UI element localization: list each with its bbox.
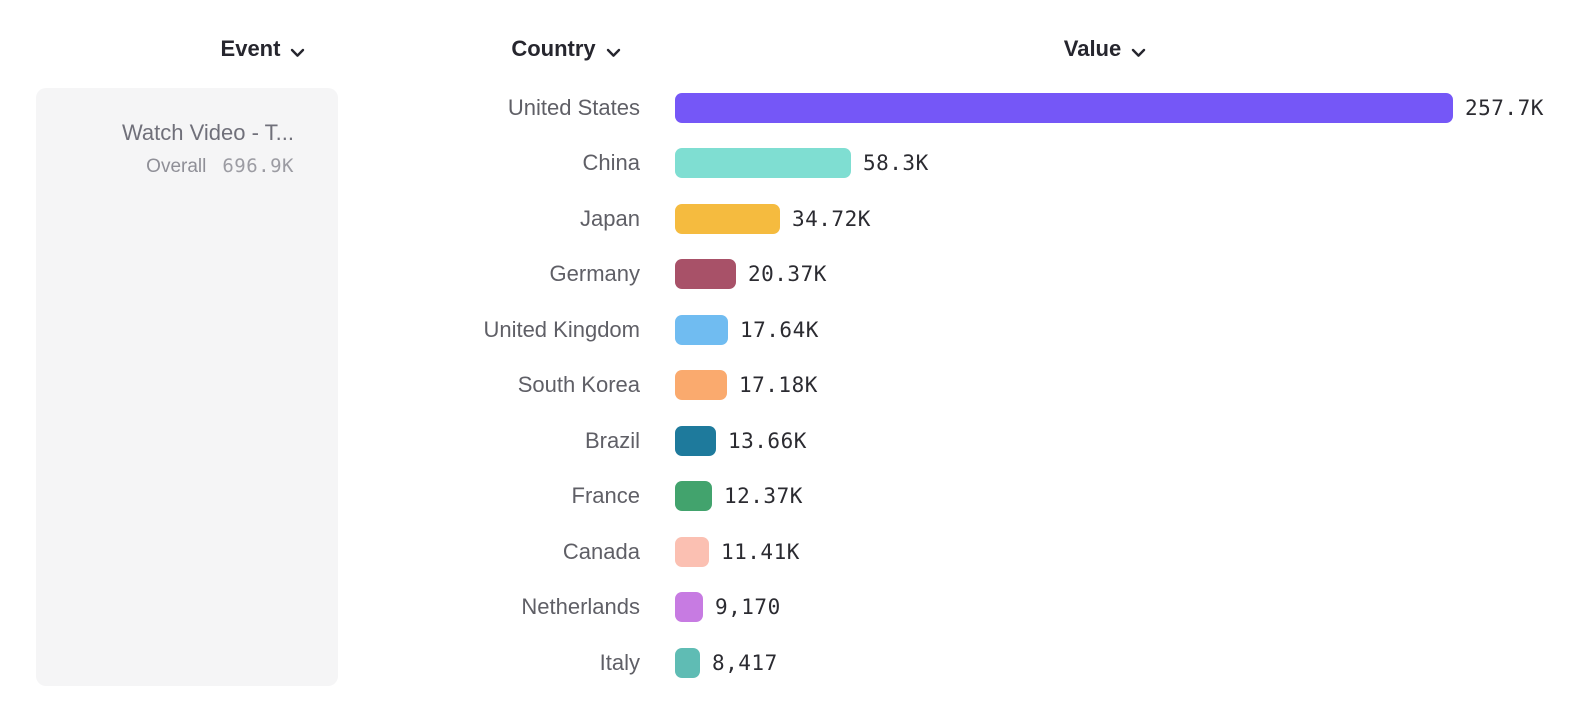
country-label: France [571,483,640,509]
country-label: China [582,150,640,176]
value-label: 17.64K [740,317,819,342]
event-name: Watch Video - T... [121,120,294,145]
chart-row: United Kingdom 17.64K [340,302,1544,358]
country-label: Netherlands [521,594,640,620]
chart-row: Italy 8,417 [340,635,1544,691]
value-bar[interactable] [675,92,1453,123]
chart-row: South Korea 17.18K [340,358,1544,414]
country-label: United Kingdom [483,316,640,342]
value-label: 17.18K [739,373,818,398]
metric-value: 696.9K [222,155,294,177]
event-column-header[interactable]: Event [178,33,348,65]
value-bar[interactable] [675,148,851,179]
chart-row: Japan 34.72K [340,191,1544,247]
value-label: 11.41K [721,539,800,564]
event-metric-row: Overall 696.9K [52,155,294,178]
value-bar[interactable] [675,314,728,345]
country-label: United States [507,94,640,120]
chart-rows: United States 257.7K China 58.3K Japan 3… [340,80,1544,691]
country-label: Canada [562,538,640,564]
chart-row: China 58.3K [340,136,1544,192]
value-label: 34.72K [792,206,871,231]
value-bar[interactable] [675,370,727,401]
country-column-label: Country [511,36,596,61]
value-bar[interactable] [675,203,780,234]
value-bar[interactable] [675,592,703,623]
chevron-down-icon [290,38,305,64]
value-column-header[interactable]: Value [1020,33,1190,65]
value-label: 12.37K [724,484,803,509]
country-label: Italy [599,649,640,675]
chart-row: Germany 20.37K [340,247,1544,303]
chevron-down-icon [606,38,621,64]
event-column-label: Event [220,36,281,61]
chart-row: United States 257.7K [340,80,1544,136]
value-bar[interactable] [675,259,736,290]
value-bar[interactable] [675,425,716,456]
event-panel[interactable]: Watch Video - T... Overall 696.9K [36,88,338,686]
chart-row: Canada 11.41K [340,524,1544,580]
value-label: 20.37K [748,262,827,287]
value-label: 257.7K [1465,95,1544,120]
metric-label: Overall [146,156,207,177]
country-label: Japan [580,205,640,231]
country-label: Germany [549,261,640,287]
value-label: 9,170 [715,595,781,620]
chart-row: France 12.37K [340,469,1544,525]
value-bar[interactable] [675,647,700,678]
value-label: 58.3K [863,151,929,176]
value-bar[interactable] [675,536,709,567]
chevron-down-icon [1131,38,1146,64]
value-label: 13.66K [728,428,807,453]
value-label: 8,417 [712,650,778,675]
country-column-header[interactable]: Country [481,33,651,65]
chart-row: Brazil 13.66K [340,413,1544,469]
country-label: Brazil [584,427,640,453]
chart-row: Netherlands 9,170 [340,580,1544,636]
value-bar[interactable] [675,481,712,512]
value-column-label: Value [1063,36,1122,61]
country-label: South Korea [517,372,640,398]
